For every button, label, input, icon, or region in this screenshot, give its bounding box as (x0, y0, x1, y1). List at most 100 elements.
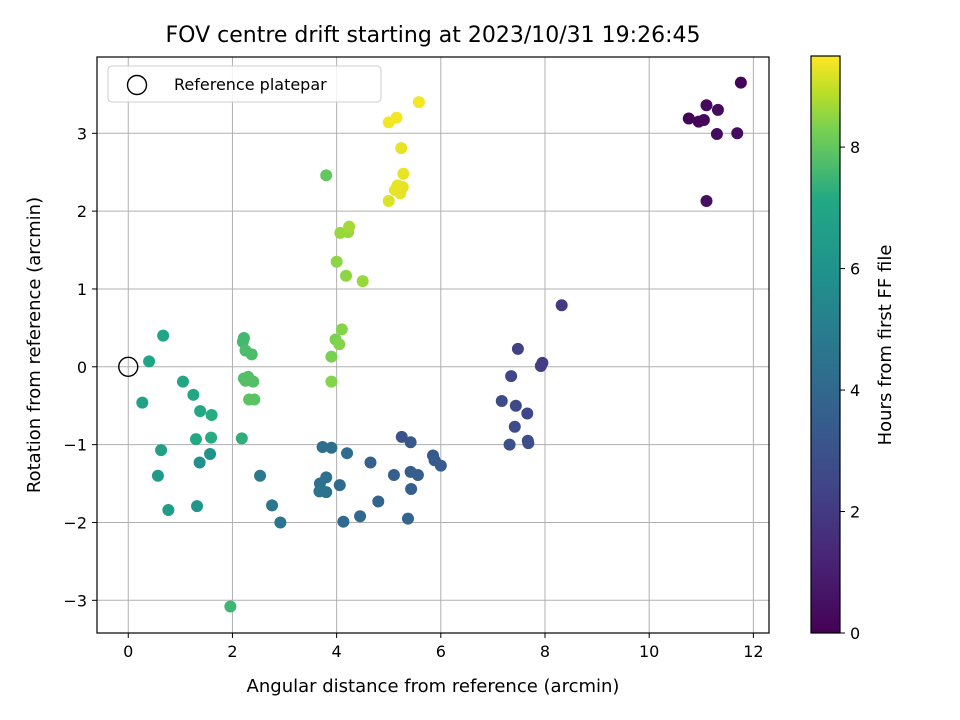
data-point (711, 103, 724, 116)
data-point (495, 395, 508, 408)
y-tick-label: 1 (77, 280, 87, 299)
data-point (503, 438, 516, 451)
data-point (555, 299, 568, 312)
data-point (191, 500, 204, 513)
data-point (505, 370, 518, 383)
y-tick-label: −1 (63, 436, 87, 455)
data-point (204, 447, 217, 460)
x-tick-label: 12 (743, 642, 763, 661)
data-point (731, 127, 744, 140)
chart-title: FOV centre drift starting at 2023/10/31 … (166, 23, 701, 48)
colorbar-label: Hours from first FF file (875, 245, 896, 446)
data-point (325, 441, 338, 454)
colorbar-tick-label: 4 (850, 381, 860, 400)
data-point (187, 388, 200, 401)
colorbar-tick-label: 8 (850, 138, 860, 157)
colorbar-frame (810, 55, 841, 634)
colorbar: 0 2 4 6 8 Hours from first FF file (810, 55, 896, 643)
data-point (335, 323, 348, 336)
colorbar-gradient (811, 56, 840, 633)
y-tick-label: 0 (77, 358, 87, 377)
data-point (157, 329, 170, 342)
data-point (325, 375, 338, 388)
y-tick-label: −3 (63, 591, 87, 610)
data-point (333, 479, 346, 492)
data-point (266, 499, 279, 512)
x-tick-label: 4 (332, 642, 342, 661)
data-point (508, 420, 521, 433)
data-point (382, 195, 395, 207)
data-point (697, 114, 710, 127)
data-point (340, 269, 353, 282)
data-point (151, 469, 164, 482)
data-point (333, 338, 346, 351)
y-axis-label: Rotation from reference (arcmin) (24, 197, 45, 493)
data-point (404, 436, 417, 449)
data-point (194, 405, 207, 418)
data-point (320, 169, 333, 182)
data-point (343, 220, 356, 233)
data-point (395, 430, 408, 443)
data-point (734, 76, 747, 89)
data-point (682, 112, 695, 125)
data-point (337, 515, 350, 528)
x-tick-label: 6 (436, 642, 446, 661)
data-point (155, 444, 168, 457)
data-point (509, 399, 522, 412)
data-point (354, 510, 367, 523)
data-point (325, 350, 338, 363)
data-point (372, 495, 385, 508)
data-point (412, 96, 425, 109)
x-axis-ticks: 0 2 4 6 8 10 12 (123, 633, 764, 661)
data-point (405, 483, 418, 495)
data-point (136, 396, 149, 409)
data-point (162, 504, 175, 517)
x-tick-label: 10 (639, 642, 659, 661)
data-point (534, 360, 547, 373)
x-axis-label: Angular distance from reference (arcmin) (247, 676, 620, 697)
data-point (245, 348, 258, 361)
data-point (248, 393, 261, 406)
reference-platepar-marker (118, 356, 139, 377)
data-point (330, 255, 343, 268)
data-point (394, 187, 407, 200)
y-tick-label: 3 (77, 124, 87, 143)
legend-reference-marker (126, 74, 148, 96)
plot-frame (96, 56, 770, 634)
data-point (193, 456, 206, 469)
legend: Reference platepar (107, 65, 382, 103)
colorbar-tick-label: 6 (850, 260, 860, 279)
x-tick-label: 0 (123, 642, 133, 661)
grid-lines (97, 57, 769, 633)
data-point (274, 516, 287, 529)
data-point (176, 375, 189, 388)
data-point (434, 459, 447, 472)
x-tick-label: 2 (227, 642, 237, 661)
colorbar-ticks: 0 2 4 6 8 (840, 138, 860, 643)
y-axis-ticks: −3 −2 −1 0 1 2 3 (63, 124, 97, 610)
data-point (237, 331, 250, 344)
data-point (356, 275, 369, 288)
data-point (235, 432, 248, 445)
data-point (247, 375, 260, 388)
data-point (189, 433, 202, 446)
data-point (397, 167, 410, 180)
data-point (390, 111, 403, 124)
data-point (522, 437, 535, 450)
legend-entry-reference: Reference platepar (174, 75, 327, 94)
data-point (320, 486, 333, 499)
data-point (700, 99, 713, 112)
data-point (387, 468, 400, 481)
data-point (411, 468, 424, 481)
data-point (401, 512, 414, 525)
data-point (254, 469, 267, 482)
data-point (521, 407, 534, 420)
colorbar-tick-label: 2 (850, 503, 860, 522)
data-point (143, 355, 156, 368)
data-point (205, 409, 218, 422)
data-point (395, 142, 408, 155)
data-point (511, 342, 524, 355)
colorbar-tick-label: 0 (850, 624, 860, 643)
